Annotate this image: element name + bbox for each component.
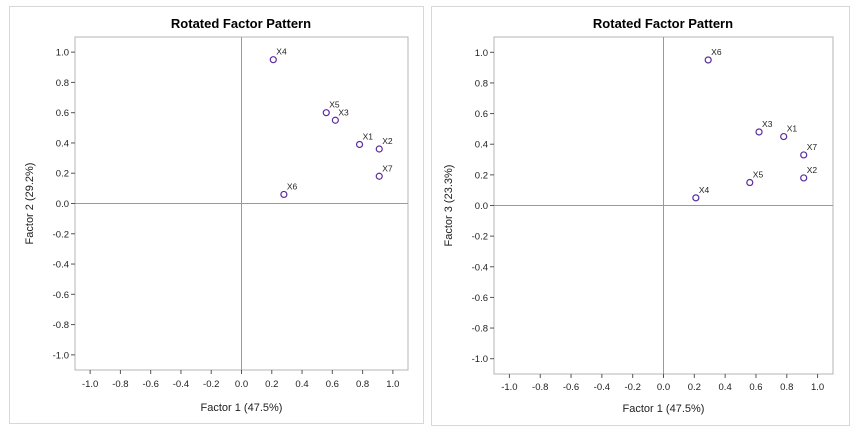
chart-title: Rotated Factor Pattern [593, 16, 733, 31]
data-point-x6 [704, 56, 712, 64]
y-tick-label: 0.4 [56, 138, 69, 149]
data-point-label-x3: X3 [338, 107, 349, 117]
x-tick-label: 0.4 [719, 382, 732, 393]
y-tick-label: 0.6 [475, 109, 488, 120]
data-point-x3 [331, 116, 339, 124]
x-tick-label: 1.0 [386, 379, 399, 390]
data-point-label-x6: X6 [287, 181, 298, 191]
y-tick-label: 0.0 [56, 199, 69, 210]
data-point-label-x6: X6 [711, 47, 722, 57]
data-point-x2 [800, 174, 808, 182]
y-tick-label: 0.2 [56, 169, 69, 180]
y-tick-label: -0.4 [53, 260, 69, 271]
chart-panel-left [9, 6, 424, 424]
y-axis-label: Factor 2 (29.2%) [24, 163, 36, 245]
data-point-label-x2: X2 [807, 165, 818, 175]
y-tick-label: 1.0 [475, 48, 488, 59]
x-tick-label: 0.6 [326, 379, 339, 390]
y-tick-label: -0.8 [53, 320, 69, 331]
x-tick-label: -1.0 [82, 379, 98, 390]
data-point-x5 [746, 178, 754, 187]
x-tick-label: -0.6 [563, 382, 579, 393]
y-tick-label: -0.2 [472, 232, 488, 243]
y-tick-label: 1.0 [56, 48, 69, 59]
y-tick-label: 0.8 [475, 78, 488, 89]
x-tick-label: 0.2 [265, 379, 278, 390]
data-point-x4 [269, 56, 277, 64]
y-tick-label: -0.8 [472, 324, 488, 335]
y-tick-label: 0.8 [56, 78, 69, 89]
data-point-x5 [322, 109, 330, 117]
x-axis-label: Factor 1 (47.5%) [201, 402, 283, 414]
x-tick-label: 1.0 [811, 382, 824, 393]
y-tick-label: -0.6 [472, 293, 488, 304]
x-tick-label: -0.4 [594, 382, 610, 393]
x-tick-label: -0.2 [624, 382, 640, 393]
data-point-x3 [755, 128, 763, 136]
x-tick-label: 0.8 [356, 379, 369, 390]
data-point-label-x3: X3 [762, 119, 773, 129]
data-point-label-x1: X1 [787, 124, 798, 134]
data-point-label-x4: X4 [276, 47, 287, 57]
data-point-x2 [375, 145, 383, 153]
data-point-x1 [780, 132, 788, 141]
y-tick-label: 0.0 [475, 201, 488, 212]
data-point-label-x5: X5 [753, 170, 764, 180]
y-tick-label: -0.2 [53, 229, 69, 240]
x-tick-label: -0.8 [112, 379, 128, 390]
y-tick-label: -1.0 [472, 354, 488, 365]
y-tick-label: -1.0 [53, 350, 69, 361]
data-point-x6 [280, 190, 288, 199]
x-axis-label: Factor 1 (47.5%) [623, 403, 705, 415]
y-tick-label: 0.6 [56, 108, 69, 119]
x-tick-label: -0.4 [173, 379, 189, 390]
data-point-x7 [375, 172, 383, 180]
chart-title: Rotated Factor Pattern [171, 16, 311, 31]
data-point-x7 [800, 151, 808, 159]
data-point-label-x7: X7 [382, 163, 393, 173]
x-tick-label: -1.0 [501, 382, 517, 393]
x-tick-label: 0.6 [749, 382, 762, 393]
y-axis-label: Factor 3 (23.3%) [443, 165, 455, 247]
y-tick-label: -0.6 [53, 290, 69, 301]
x-tick-label: -0.8 [532, 382, 548, 393]
y-tick-label: 0.4 [475, 140, 488, 151]
x-tick-label: -0.6 [142, 379, 158, 390]
x-tick-label: 0.0 [657, 382, 670, 393]
data-point-label-x7: X7 [807, 142, 818, 152]
x-tick-label: 0.8 [780, 382, 793, 393]
data-point-x1 [355, 140, 364, 149]
chart-panel-right [431, 6, 850, 426]
data-point-label-x1: X1 [363, 131, 374, 141]
x-tick-label: 0.2 [688, 382, 701, 393]
x-tick-label: 0.0 [235, 379, 248, 390]
data-point-label-x5: X5 [329, 100, 340, 110]
y-tick-label: 0.2 [475, 170, 488, 181]
x-tick-label: -0.2 [203, 379, 219, 390]
data-point-label-x4: X4 [699, 185, 710, 195]
data-point-label-x2: X2 [382, 136, 393, 146]
y-tick-label: -0.4 [472, 262, 488, 273]
data-point-x4 [692, 194, 700, 202]
x-tick-label: 0.4 [295, 379, 308, 390]
